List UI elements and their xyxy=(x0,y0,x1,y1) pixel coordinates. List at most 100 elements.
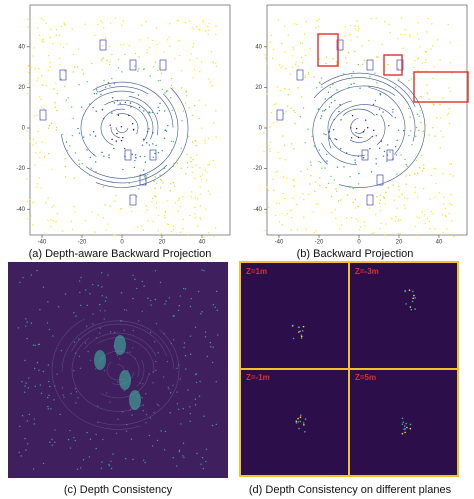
point xyxy=(384,20,386,23)
point xyxy=(17,327,20,329)
point xyxy=(379,228,381,230)
point xyxy=(103,155,105,157)
point xyxy=(297,65,299,67)
point xyxy=(200,313,202,315)
point xyxy=(345,57,347,59)
point xyxy=(400,154,402,156)
point xyxy=(375,158,377,160)
point xyxy=(319,36,321,38)
point xyxy=(282,176,285,178)
point xyxy=(26,201,29,203)
point xyxy=(169,45,171,47)
point xyxy=(204,30,207,32)
point xyxy=(141,225,143,227)
point xyxy=(47,405,49,408)
point xyxy=(311,135,313,138)
point xyxy=(336,63,338,66)
scan-ring xyxy=(128,95,159,136)
point xyxy=(429,228,431,230)
point xyxy=(439,130,442,132)
point xyxy=(113,234,116,236)
point xyxy=(404,290,407,292)
point xyxy=(180,69,183,72)
point xyxy=(147,37,149,39)
point xyxy=(150,304,152,306)
point xyxy=(155,27,158,29)
point xyxy=(103,27,105,29)
point xyxy=(180,87,183,89)
point xyxy=(119,208,122,210)
point xyxy=(348,33,351,35)
point xyxy=(375,135,378,137)
point xyxy=(151,111,154,114)
point xyxy=(83,136,85,138)
point xyxy=(124,147,126,150)
point xyxy=(146,51,148,54)
point xyxy=(276,86,279,88)
point xyxy=(34,344,37,347)
caption: (c) Depth Consistency xyxy=(64,484,173,496)
point xyxy=(442,136,444,138)
point xyxy=(38,369,40,372)
point xyxy=(267,189,270,192)
point xyxy=(376,196,378,198)
point xyxy=(336,166,339,168)
point xyxy=(436,117,438,119)
point xyxy=(395,154,398,156)
point xyxy=(407,197,409,200)
point xyxy=(156,182,158,185)
point xyxy=(307,73,310,76)
point xyxy=(208,163,211,166)
point xyxy=(196,154,198,156)
point xyxy=(277,19,280,21)
point xyxy=(89,293,91,295)
point xyxy=(76,66,79,68)
point xyxy=(90,167,92,169)
point xyxy=(192,28,195,30)
point xyxy=(176,162,179,164)
point xyxy=(32,344,35,346)
point xyxy=(340,199,342,201)
scan-ring xyxy=(85,93,179,179)
point xyxy=(188,20,191,22)
point xyxy=(190,297,193,300)
point xyxy=(195,25,198,27)
point xyxy=(182,218,185,221)
point xyxy=(299,42,302,44)
point xyxy=(50,408,52,410)
point xyxy=(64,85,66,88)
point xyxy=(168,36,171,39)
point xyxy=(134,156,137,159)
point xyxy=(173,162,175,165)
point xyxy=(182,228,184,230)
caption: (d) Depth Consistency on different plane… xyxy=(249,484,452,496)
point xyxy=(439,104,441,106)
point xyxy=(214,306,216,309)
point xyxy=(41,106,43,109)
point xyxy=(409,116,411,118)
point xyxy=(58,34,61,36)
point xyxy=(94,135,97,137)
point xyxy=(391,217,393,220)
point xyxy=(190,160,192,163)
point xyxy=(111,77,113,80)
point xyxy=(313,76,315,78)
point xyxy=(127,351,129,354)
point xyxy=(155,196,157,198)
point xyxy=(208,231,210,234)
point xyxy=(278,221,281,223)
point xyxy=(183,456,185,459)
point xyxy=(162,376,165,378)
point xyxy=(121,71,123,73)
point xyxy=(40,187,43,189)
point xyxy=(33,115,36,117)
point xyxy=(297,326,300,328)
point xyxy=(414,225,416,228)
point xyxy=(424,214,426,216)
point xyxy=(33,423,36,425)
point xyxy=(138,106,141,109)
point xyxy=(352,201,355,204)
point xyxy=(50,226,52,228)
y-tick-label: 20 xyxy=(18,85,25,91)
point xyxy=(204,142,206,144)
